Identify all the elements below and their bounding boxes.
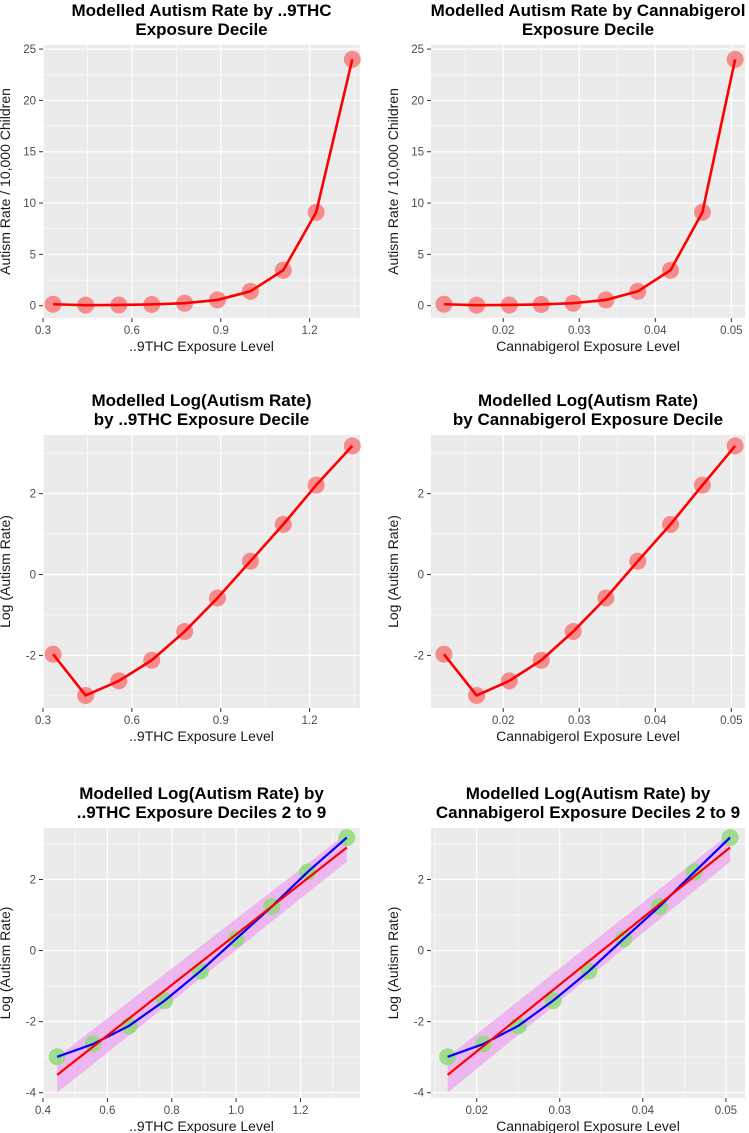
- x-axis-title: Cannabigerol Exposure Level: [496, 728, 680, 744]
- y-axis-title: Autism Rate / 10,000 Children: [385, 88, 401, 275]
- chart-panel-1: 0.3 0.6 0.9 1.2 0 5 10 15 20 25 Modelled Autism Ra…: [0, 1, 361, 354]
- x-tick-label: 1.0: [228, 1105, 244, 1117]
- chart-title-line: Cannabigerol Exposure Deciles 2 to 9: [436, 803, 740, 822]
- x-axis-title: ..9THC Exposure Level: [129, 338, 274, 354]
- chart-title-line: by Cannabigerol Exposure Decile: [453, 410, 723, 429]
- y-tick-label: 2: [30, 875, 36, 887]
- x-tick-label: 0.05: [720, 715, 742, 727]
- chart-panel-3: 0.3 0.6 0.9 1.2 -2 0 2 Modelled Log(Autism Rate…: [0, 391, 361, 744]
- regression-line-red: [446, 846, 731, 1076]
- x-tick-label: 0.03: [549, 1105, 571, 1117]
- y-tick-label: 2: [418, 875, 424, 887]
- y-tick-label: -2: [26, 650, 36, 662]
- x-tick-label: 0.04: [644, 325, 667, 337]
- y-tick-label: 15: [23, 147, 36, 159]
- chart-title-line: Modelled Autism Rate by ..9THC: [71, 1, 331, 20]
- chart-title-line: Modelled Log(Autism Rate): [91, 391, 311, 410]
- x-tick-label: 0.05: [720, 325, 742, 337]
- chart-panel-2: 0.02 0.03 0.04 0.05 0 5 10 15 20 25 Modelled Autis…: [385, 1, 745, 354]
- series-line-red: [442, 445, 737, 697]
- x-tick-label: 1.2: [302, 715, 318, 727]
- y-tick-label: 10: [23, 198, 36, 210]
- chart-panel-5: 0.4 0.6 0.8 1.0 1.2 -4 -2 0 2 Modelled Log(Autism…: [0, 784, 360, 1133]
- y-tick-label: 0: [30, 570, 36, 582]
- data-point: [48, 1048, 66, 1066]
- x-tick-label: 0.8: [164, 1105, 180, 1117]
- x-tick-label: 0.02: [492, 715, 514, 727]
- y-tick-label: 0: [30, 946, 36, 958]
- chart-panel-4: 0.02 0.03 0.04 0.05 -2 0 2 Modelled Log(Autism …: [385, 391, 745, 744]
- chart-title-line: Exposure Decile: [135, 20, 267, 39]
- y-tick-label: -2: [26, 1017, 36, 1029]
- plot-background: [431, 435, 745, 708]
- series-line-red: [52, 445, 354, 697]
- y-tick-label: -4: [414, 1088, 425, 1100]
- x-axis-title: ..9THC Exposure Level: [129, 1118, 274, 1133]
- regression-line-red: [56, 846, 348, 1076]
- x-tick-label: 0.6: [124, 715, 140, 727]
- y-tick-label: 5: [30, 249, 36, 261]
- y-tick-label: -4: [26, 1088, 37, 1100]
- x-tick-label: 1.2: [292, 1105, 308, 1117]
- plot-background: [43, 45, 360, 318]
- y-axis-title: Log (Autism Rate): [385, 515, 401, 628]
- y-axis-title: Log (Autism Rate): [0, 515, 13, 628]
- x-tick-label: 0.03: [568, 325, 590, 337]
- x-tick-label: 0.02: [465, 1105, 487, 1117]
- chart-panel-6: 0.02 0.03 0.04 0.05 -4 -2 0 2 Modelled Log(Autis…: [385, 784, 745, 1133]
- chart-title-line: by ..9THC Exposure Decile: [94, 410, 309, 429]
- y-tick-label: 0: [30, 301, 36, 313]
- chart-title-line: Modelled Autism Rate by Cannabigerol: [431, 1, 746, 20]
- y-tick-label: -2: [414, 1017, 424, 1029]
- x-tick-label: 0.9: [213, 715, 229, 727]
- x-tick-label: 0.04: [632, 1105, 655, 1117]
- x-tick-label: 0.05: [715, 1105, 737, 1117]
- x-axis-title: Cannabigerol Exposure Level: [496, 338, 680, 354]
- x-tick-label: 0.3: [35, 325, 51, 337]
- y-tick-label: 25: [23, 44, 36, 56]
- x-tick-label: 0.03: [568, 715, 590, 727]
- x-tick-label: 0.4: [35, 1105, 52, 1117]
- y-tick-label: 0: [418, 946, 424, 958]
- x-tick-label: 0.6: [99, 1105, 115, 1117]
- x-tick-label: 0.04: [644, 715, 667, 727]
- x-tick-label: 1.2: [302, 325, 318, 337]
- y-axis-title: Log (Autism Rate): [385, 907, 401, 1020]
- y-axis-title: Log (Autism Rate): [0, 907, 13, 1020]
- y-tick-label: 10: [411, 198, 424, 210]
- y-tick-label: 0: [418, 570, 424, 582]
- chart-title-line: Modelled Log(Autism Rate) by: [79, 784, 324, 803]
- series-line-red: [443, 59, 737, 307]
- series-line-red: [53, 59, 354, 307]
- x-axis-title: Cannabigerol Exposure Level: [496, 1118, 680, 1133]
- x-tick-label: 0.3: [35, 715, 51, 727]
- x-tick-label: 0.02: [492, 325, 514, 337]
- chart-title-line: Exposure Decile: [522, 20, 654, 39]
- chart-title-line: Modelled Log(Autism Rate): [478, 391, 698, 410]
- y-tick-label: 2: [30, 489, 36, 501]
- y-tick-label: -2: [414, 650, 424, 662]
- x-tick-label: 0.9: [213, 325, 229, 337]
- plot-background: [43, 435, 360, 708]
- y-tick-label: 25: [411, 44, 424, 56]
- plot-background: [431, 45, 745, 318]
- y-tick-label: 20: [411, 95, 424, 107]
- y-tick-label: 20: [23, 95, 36, 107]
- x-axis-title: ..9THC Exposure Level: [129, 728, 274, 744]
- y-axis-title: Autism Rate / 10,000 Children: [0, 88, 13, 275]
- chart-title-line: Modelled Log(Autism Rate) by: [466, 784, 711, 803]
- y-tick-label: 0: [418, 301, 424, 313]
- y-tick-label: 15: [411, 147, 424, 159]
- y-tick-label: 2: [418, 489, 424, 501]
- x-tick-label: 0.6: [124, 325, 140, 337]
- chart-title-line: ..9THC Exposure Deciles 2 to 9: [77, 803, 326, 822]
- y-tick-label: 5: [418, 249, 424, 261]
